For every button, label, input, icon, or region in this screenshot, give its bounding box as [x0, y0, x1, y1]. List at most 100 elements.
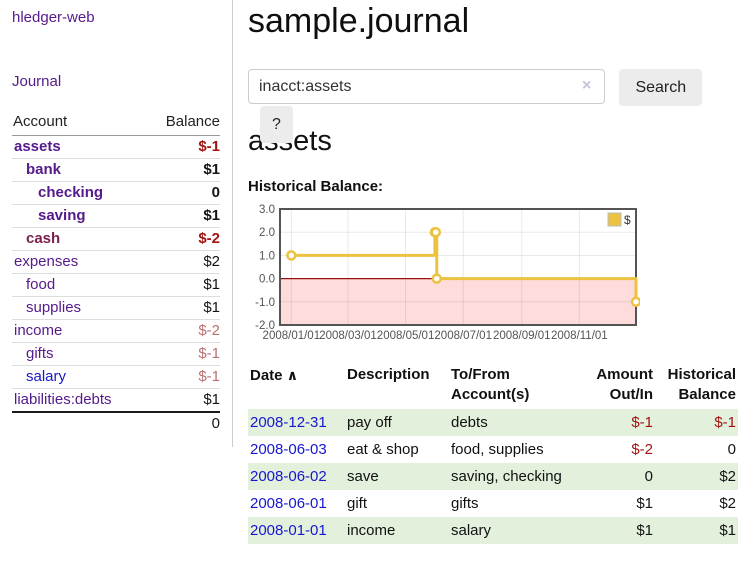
transaction-accounts: saving, checking: [451, 468, 562, 485]
transaction-accounts: salary: [451, 522, 492, 539]
account-link-expenses[interactable]: expenses: [14, 253, 79, 270]
transaction-amount: $1: [636, 522, 653, 539]
transaction-date-link[interactable]: 2008-06-03: [250, 441, 327, 458]
app-title: hledger-web: [12, 9, 220, 26]
account-row: checking 0: [12, 181, 220, 205]
transaction-amount: $1: [636, 495, 653, 512]
account-link-assets[interactable]: assets: [14, 138, 61, 155]
accounts-table: Account Balance assets $-1 bank $1 checking 0…: [12, 110, 220, 435]
account-row: cash $-2: [12, 227, 220, 251]
account-link-supplies[interactable]: supplies: [26, 299, 82, 316]
register-body: 2008-12-31 pay off debts $-1 $-1 2008-06-03 ea…: [248, 409, 738, 544]
accounts-header-account: Account: [12, 110, 146, 136]
transaction-date-link[interactable]: 2008-06-01: [250, 495, 327, 512]
svg-text:2008/09/01: 2008/09/01: [493, 330, 551, 342]
register-row: 2008-06-02 save saving, checking 0 $2: [248, 463, 738, 490]
account-row: assets $-1: [12, 135, 220, 159]
transaction-balance: 0: [727, 441, 736, 458]
account-balance: $-2: [145, 227, 220, 251]
account-balance: $-1: [145, 342, 220, 366]
transaction-accounts: food, supplies: [451, 441, 544, 458]
register-header-date[interactable]: Date ∧: [250, 367, 298, 384]
account-row: salary $-1: [12, 365, 220, 389]
account-balance: $-1: [145, 135, 220, 159]
account-balance: $1: [145, 273, 220, 297]
transaction-amount: $-1: [631, 414, 653, 431]
svg-text:0.0: 0.0: [259, 274, 275, 286]
transaction-balance: $2: [719, 495, 736, 512]
account-balance: $1: [145, 296, 220, 320]
account-link-food[interactable]: food: [26, 276, 56, 293]
transaction-description: eat & shop: [347, 441, 419, 458]
svg-text:-1.0: -1.0: [255, 297, 275, 309]
account-balance: $1: [145, 204, 220, 228]
register-header-amount: Amount Out/In: [596, 366, 653, 403]
sort-asc-icon: ∧: [286, 367, 298, 383]
account-row: bank $1: [12, 158, 220, 182]
account-balance: $-1: [145, 365, 220, 389]
register-header-accounts: To/From Account(s): [451, 366, 530, 403]
search-form: × Search ?: [248, 69, 742, 143]
transaction-amount: $-2: [631, 441, 653, 458]
register-row: 2008-06-01 gift gifts $1 $2: [248, 490, 738, 517]
register-header-description: Description: [347, 366, 430, 383]
transaction-date-link[interactable]: 2008-01-01: [250, 522, 327, 539]
nav-journal: Journal: [12, 73, 220, 90]
account-balance: $2: [145, 250, 220, 274]
transaction-date-link[interactable]: 2008-06-02: [250, 468, 327, 485]
register-header-row: Date ∧ Description To/From Account(s) Am…: [248, 363, 738, 409]
account-row: food $1: [12, 273, 220, 297]
account-balance: $1: [145, 388, 220, 413]
transaction-description: income: [347, 522, 396, 539]
search-input[interactable]: [248, 69, 605, 104]
transaction-description: pay off: [347, 414, 392, 431]
journal-link[interactable]: Journal: [12, 73, 62, 90]
svg-text:$: $: [624, 213, 631, 227]
account-row: supplies $1: [12, 296, 220, 320]
chart-label: Historical Balance:: [248, 178, 384, 195]
account-row: liabilities:debts $1: [12, 388, 220, 413]
svg-text:2008/07/01: 2008/07/01: [434, 330, 492, 342]
transaction-accounts: debts: [451, 414, 488, 431]
account-row: expenses $2: [12, 250, 220, 274]
account-balance: 0: [145, 181, 220, 205]
account-row: saving $1: [12, 204, 220, 228]
transaction-balance: $1: [719, 522, 736, 539]
svg-text:2008/01/01: 2008/01/01: [263, 330, 321, 342]
historical-balance-chart: 3.0 2.0 1.0 0.0 -1.0 -2.0 2008/01/01 2008/03/01…: [248, 202, 642, 352]
app-title-link[interactable]: hledger-web: [12, 9, 95, 26]
account-row: income $-2: [12, 319, 220, 343]
transaction-accounts: gifts: [451, 495, 479, 512]
page-title: sample.journal: [248, 2, 470, 40]
account-row: gifts $-1: [12, 342, 220, 366]
transaction-amount: 0: [644, 468, 653, 485]
register-row: 2008-01-01 income salary $1 $1: [248, 517, 738, 544]
account-link-saving[interactable]: saving: [38, 207, 86, 224]
search-button[interactable]: Search: [619, 69, 703, 106]
main-content: sample.journal × Search ? assets Histori…: [248, 0, 742, 544]
accounts-total-row: 0: [12, 411, 220, 435]
transaction-date-link[interactable]: 2008-12-31: [250, 414, 327, 431]
account-heading: assets: [248, 125, 742, 157]
register-table: Date ∧ Description To/From Account(s) Am…: [248, 363, 738, 544]
svg-text:2008/03/01: 2008/03/01: [319, 330, 377, 342]
sidebar: hledger-web Journal Account Balance asse…: [0, 0, 233, 447]
svg-text:1.0: 1.0: [259, 250, 275, 262]
account-link-income[interactable]: income: [14, 322, 63, 339]
register-row: 2008-12-31 pay off debts $-1 $-1: [248, 409, 738, 436]
svg-text:-2.0: -2.0: [255, 320, 275, 332]
accounts-total-balance: 0: [145, 411, 220, 435]
account-link-gifts[interactable]: gifts: [26, 345, 54, 362]
account-link-cash[interactable]: cash: [26, 230, 61, 247]
help-button[interactable]: ?: [260, 106, 293, 143]
account-link-bank[interactable]: bank: [26, 161, 62, 178]
account-link-checking[interactable]: checking: [38, 184, 104, 201]
account-link-liabilities-debts[interactable]: liabilities:debts: [14, 391, 112, 408]
account-link-salary[interactable]: salary: [26, 368, 67, 385]
svg-text:2008/11/01: 2008/11/01: [551, 330, 608, 342]
clear-search-icon[interactable]: ×: [582, 77, 592, 94]
transaction-balance: $2: [719, 468, 736, 485]
transaction-description: gift: [347, 495, 368, 512]
transaction-balance: $-1: [714, 414, 736, 431]
